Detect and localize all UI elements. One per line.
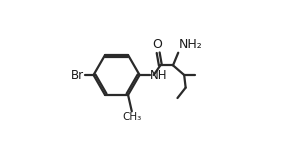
Text: Br: Br <box>71 69 84 81</box>
Text: O: O <box>152 38 162 51</box>
Text: NH₂: NH₂ <box>179 38 203 51</box>
Text: CH₃: CH₃ <box>122 112 141 122</box>
Text: NH: NH <box>150 69 168 81</box>
